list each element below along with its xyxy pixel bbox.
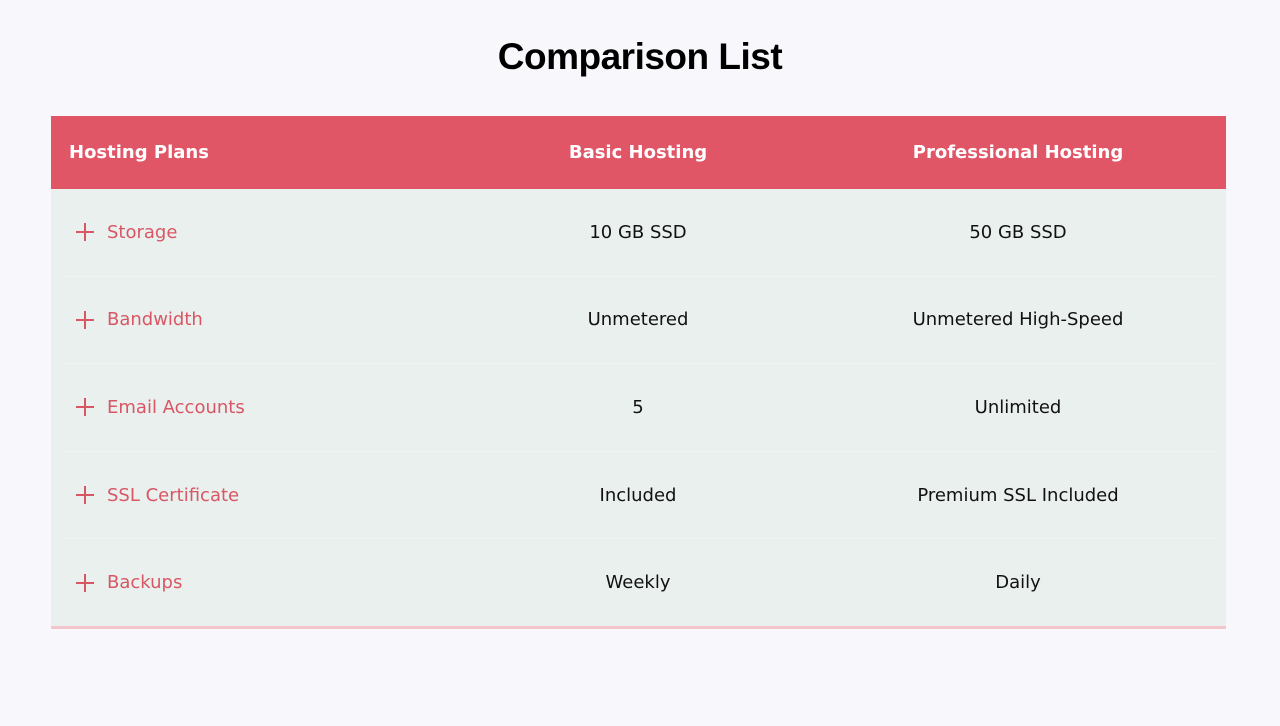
table-row[interactable]: Backups Weekly Daily	[61, 539, 1216, 626]
table-row[interactable]: Bandwidth Unmetered Unmetered High-Speed	[61, 277, 1216, 365]
basic-value: Included	[599, 484, 677, 506]
pro-value: Daily	[995, 572, 1041, 594]
header-professional-hosting: Professional Hosting	[912, 142, 1124, 163]
feature-label: Storage	[107, 221, 178, 243]
feature-toggle[interactable]: Bandwidth	[61, 309, 448, 330]
basic-value: 10 GB SSD	[589, 221, 687, 243]
table-body: Storage 10 GB SSD 50 GB SSD Bandwidth Unm…	[51, 189, 1226, 629]
feature-toggle[interactable]: Storage	[61, 222, 448, 243]
plus-icon[interactable]	[76, 310, 94, 329]
feature-toggle[interactable]: SSL Certificate	[61, 485, 448, 506]
pro-value: 50 GB SSD	[969, 221, 1067, 243]
basic-value: 5	[632, 396, 644, 418]
header-basic-hosting: Basic Hosting	[568, 142, 708, 163]
plus-icon[interactable]	[76, 486, 94, 505]
plus-icon[interactable]	[76, 573, 94, 592]
basic-value: Unmetered	[587, 309, 689, 331]
table-header: Hosting Plans Basic Hosting Professional…	[51, 116, 1226, 189]
basic-value: Weekly	[605, 572, 671, 594]
pro-value: Unlimited	[974, 396, 1062, 418]
feature-label: Email Accounts	[107, 396, 245, 418]
feature-label: Backups	[107, 572, 183, 594]
feature-label: SSL Certificate	[107, 484, 240, 506]
header-hosting-plans: Hosting Plans	[69, 142, 209, 163]
pro-value: Premium SSL Included	[917, 484, 1119, 506]
table-row[interactable]: Email Accounts 5 Unlimited	[61, 364, 1216, 452]
pro-value: Unmetered High-Speed	[912, 309, 1124, 331]
feature-label: Bandwidth	[107, 309, 203, 331]
feature-toggle[interactable]: Email Accounts	[61, 397, 448, 418]
plus-icon[interactable]	[76, 223, 94, 242]
table-row[interactable]: SSL Certificate Included Premium SSL Inc…	[61, 452, 1216, 540]
plus-icon[interactable]	[76, 398, 94, 417]
table-row[interactable]: Storage 10 GB SSD 50 GB SSD	[61, 189, 1216, 277]
comparison-table: Hosting Plans Basic Hosting Professional…	[51, 116, 1226, 629]
page-title: Comparison List	[497, 36, 783, 77]
feature-toggle[interactable]: Backups	[61, 572, 448, 593]
